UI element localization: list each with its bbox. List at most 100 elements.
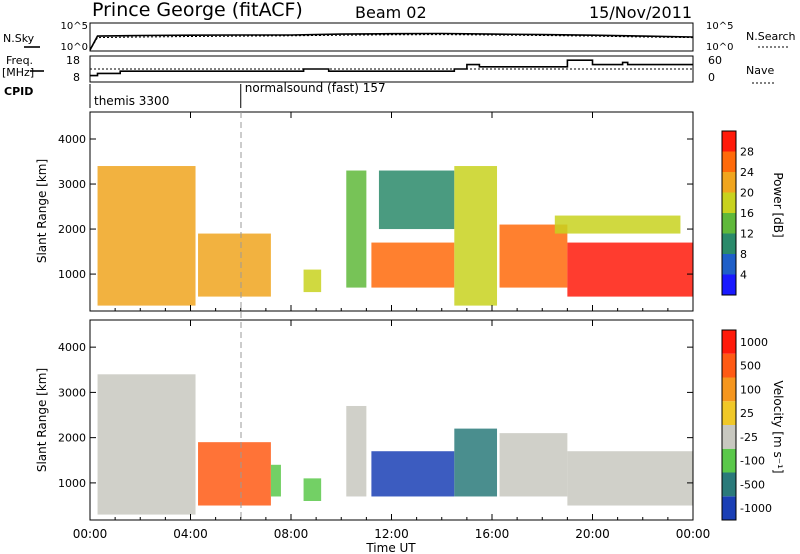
colorbar-swatch	[722, 401, 736, 425]
colorbar-swatch	[722, 151, 736, 172]
scatter-region-8	[499, 224, 568, 288]
y-tick-label: 1000	[58, 477, 86, 490]
cpid-name: normalsound (fast) 157	[245, 81, 386, 95]
colorbar-swatch	[722, 192, 736, 213]
velocity-y-axis-label: Slant Range [km]	[35, 368, 49, 472]
colorbar-tick-label: -500	[740, 478, 765, 491]
colorbar-frame	[721, 130, 737, 296]
frequency-panel: 18 8 60 0	[66, 54, 722, 84]
colorbar-tick-label: -1000	[740, 502, 772, 515]
noise-right-tick-bottom: 10^0	[706, 42, 733, 53]
nsearch-label: N.Search	[746, 30, 796, 43]
power-colorbar: 4 8 12 16 20 24 28	[721, 130, 754, 296]
nsky-label: N.Sky	[3, 32, 35, 45]
colorbar-tick-label: 1000	[740, 336, 768, 349]
scatter-region-5	[371, 242, 455, 288]
velocity-colorbar-label: Velocity [m s⁻¹]	[771, 380, 785, 473]
colorbar-swatch	[722, 172, 736, 193]
scatter-region-2	[198, 233, 271, 297]
freq-series-line	[90, 59, 693, 77]
freq-right-tick-bottom: 0	[708, 71, 715, 84]
y-tick-label: 1000	[58, 268, 86, 281]
power-panel: 1000 2000 3000 4000 Slant Range [km]	[35, 111, 694, 312]
colorbar-swatch	[722, 213, 736, 234]
colorbar-swatch	[722, 254, 736, 275]
colorbar-swatch	[722, 448, 736, 473]
time-axis: 00:00 04:00 08:00 12:00 16:00 20:00 00:00	[73, 112, 711, 541]
freq-unit-label: [MHz]	[2, 66, 34, 79]
y-tick-label: 2000	[58, 432, 86, 445]
scatter-region-1	[97, 166, 196, 306]
colorbar-swatch	[722, 353, 736, 378]
velocity-y-axis: 1000 2000 3000 4000	[58, 341, 693, 490]
scatter-region-4	[346, 170, 367, 288]
x-tick-label: 00:00	[676, 527, 711, 541]
noise-left-tick-bottom: 10^0	[61, 42, 88, 53]
freq-right-tick-top: 60	[708, 54, 722, 67]
scatter-region-5	[346, 405, 367, 497]
colorbar-tick-label: 24	[740, 166, 754, 179]
colorbar-swatch	[722, 274, 736, 295]
scatter-region-3	[270, 464, 281, 497]
x-tick-label: 16:00	[475, 527, 510, 541]
power-colorbar-label: Power [dB]	[771, 172, 785, 237]
colorbar-tick-label: 100	[740, 383, 761, 396]
scatter-region-9	[567, 242, 693, 297]
scatter-region-6	[371, 451, 455, 497]
scatter-region-10	[554, 215, 681, 234]
x-tick-label: 12:00	[374, 527, 409, 541]
velocity-colorbar: 1000 500 100 25 -25 -100 -500 -1000	[721, 329, 772, 521]
power-data-layer	[97, 166, 693, 306]
freq-label: Freq.	[6, 54, 33, 67]
colorbar-tick-label: 25	[740, 407, 754, 420]
colorbar-tick-label: 4	[740, 269, 747, 282]
colorbar-tick-label: 8	[740, 248, 747, 261]
scatter-region-2	[198, 442, 271, 506]
velocity-panel: 1000 2000 3000 4000 Slant Range [km]	[35, 319, 694, 521]
nave-label: Nave	[746, 64, 774, 77]
freq-left-tick-bottom: 8	[73, 71, 80, 84]
colorbar-tick-label: 28	[740, 146, 754, 159]
colorbar-tick-label: -100	[740, 455, 765, 468]
y-tick-label: 2000	[58, 223, 86, 236]
velocity-data-layer	[97, 374, 693, 515]
nsky-series-line	[89, 32, 694, 51]
noise-panel: 10^5 10^0 10^5 10^0	[61, 21, 734, 53]
colorbar-tick-label: 12	[740, 228, 754, 241]
colorbar-swatch	[722, 233, 736, 254]
scatter-region-9	[567, 451, 693, 506]
power-y-axis-label: Slant Range [km]	[35, 159, 49, 263]
x-tick-label: 00:00	[73, 527, 108, 541]
scatter-region-6	[378, 170, 455, 230]
colorbar-swatch	[722, 377, 736, 402]
beam-label: Beam 02	[355, 3, 427, 22]
power-y-axis: 1000 2000 3000 4000	[58, 133, 693, 281]
colorbar-swatch	[722, 131, 736, 152]
cpid-label: CPID	[4, 85, 33, 98]
colorbar-tick-label: -25	[740, 431, 758, 444]
y-tick-label: 3000	[58, 178, 86, 191]
scatter-region-3	[303, 269, 322, 293]
date-label: 15/Nov/2011	[589, 3, 692, 22]
x-tick-label: 20:00	[575, 527, 610, 541]
scatter-region-1	[97, 374, 196, 515]
colorbar-swatch	[722, 496, 736, 520]
y-tick-label: 4000	[58, 133, 86, 146]
noise-right-tick-top: 10^5	[706, 21, 733, 32]
noise-left-tick-top: 10^5	[61, 21, 88, 32]
colorbar-swatch	[722, 472, 736, 497]
colorbar-tick-label: 20	[740, 187, 754, 200]
x-tick-label: 04:00	[173, 527, 208, 541]
freq-left-tick-top: 18	[66, 54, 80, 67]
station-title: Prince George (fitACF)	[92, 0, 303, 21]
x-tick-label: 08:00	[274, 527, 309, 541]
y-tick-label: 3000	[58, 386, 86, 399]
scatter-region-8	[499, 433, 568, 497]
scatter-region-7	[454, 428, 498, 497]
nsearch-series-line	[89, 34, 694, 51]
time-axis-label: Time UT	[365, 541, 416, 554]
colorbar-swatch	[722, 330, 736, 354]
colorbar-swatch	[722, 425, 736, 449]
scatter-region-7	[454, 166, 498, 306]
